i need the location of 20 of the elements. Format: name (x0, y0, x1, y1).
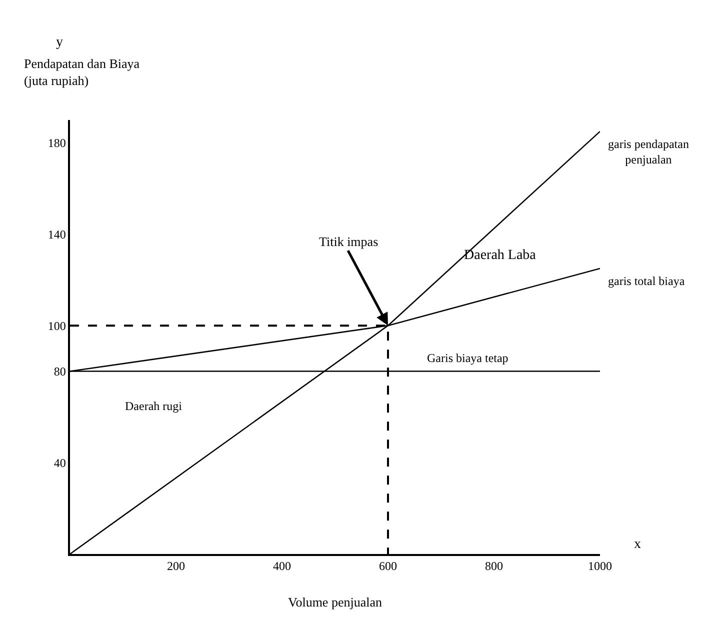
y-tick-label: 180 (48, 136, 66, 150)
series-label: garis total biaya (608, 274, 686, 288)
y-tick-label: 100 (48, 318, 66, 333)
x-tick-label: 400 (273, 559, 291, 574)
annotation: Titik impas (319, 234, 378, 249)
x-tick-label: 800 (485, 559, 503, 574)
text: x (634, 537, 641, 552)
annotation: Daerah rugi (125, 399, 183, 413)
ref-line-label: Garis biaya tetap (427, 351, 508, 365)
x-tick-label: 600 (379, 559, 397, 574)
x-tick-label: 1000 (588, 559, 612, 574)
y-tick-label: 140 (48, 227, 66, 242)
x-axis-title: Volume penjualan (288, 594, 382, 610)
text: y (56, 35, 63, 50)
x-tick-label: 200 (167, 559, 185, 574)
series-label: garis pendapatan penjualan (608, 137, 689, 167)
y-tick-label: 40 (54, 456, 66, 470)
y-tick-label: 80 (54, 364, 66, 378)
y-axis-title: Pendapatan dan Biaya (juta rupiah) (24, 56, 140, 88)
annotation: Daerah Laba (464, 248, 537, 263)
